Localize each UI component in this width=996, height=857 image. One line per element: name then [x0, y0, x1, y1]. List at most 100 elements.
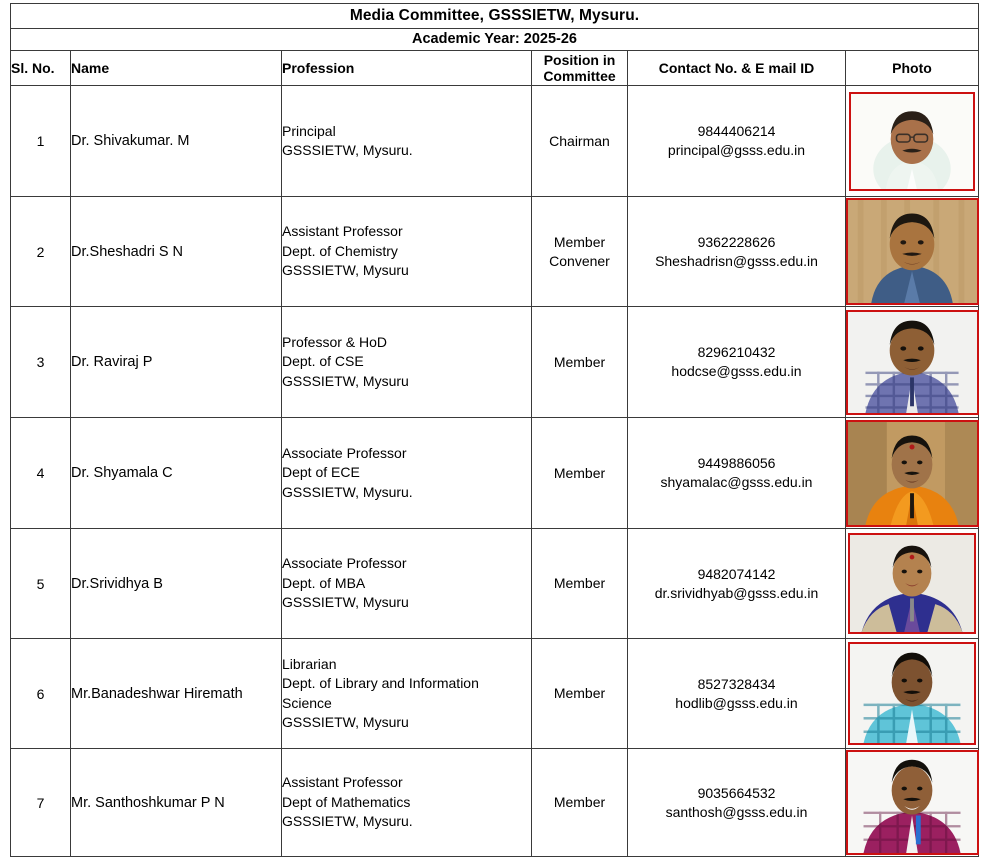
contact-email: hodlib@gsss.edu.in — [675, 694, 798, 711]
portrait-photo — [846, 309, 979, 415]
table-row: 6 Mr.Banadeshwar Hiremath Librarian Dept… — [10, 638, 979, 749]
contact-phone: 9482074142 — [697, 565, 776, 582]
profession-line: Science — [282, 694, 332, 711]
page-title: Media Committee, GSSSIETW, Mysuru. — [10, 3, 979, 29]
row-member-name: Dr.Srividhya B — [70, 528, 282, 639]
row-serial-number: 5 — [10, 528, 71, 639]
column-header-position-line2: Committee — [543, 68, 616, 84]
position-line: Member — [553, 353, 606, 370]
portrait-photo — [846, 419, 979, 527]
profession-line: Dept of Mathematics — [282, 793, 411, 810]
profession-line: Dept. of Library and Information — [282, 675, 479, 691]
profession-line: GSSSIETW, Mysuru — [282, 372, 409, 389]
row-member-name: Dr. Shivakumar. M — [70, 85, 282, 197]
profession-line: GSSSIETW, Mysuru. — [282, 142, 413, 158]
row-serial-number: 1 — [10, 85, 71, 197]
row-photo-cell — [845, 85, 979, 197]
table-row: 7 Mr. Santhoshkumar P N Assistant Profes… — [10, 748, 979, 857]
position-line: Convener — [549, 252, 610, 269]
row-photo-cell — [845, 417, 979, 529]
contact-email: Sheshadrisn@gsss.edu.in — [655, 252, 818, 269]
row-member-name: Dr. Raviraj P — [70, 306, 282, 418]
row-photo-cell — [845, 748, 979, 857]
profession-line: Dept. of MBA — [282, 574, 366, 591]
column-header-name: Name — [70, 50, 282, 86]
row-position: Member — [531, 748, 628, 857]
profession-line: GSSSIETW, Mysuru — [282, 594, 409, 611]
table-title-row: Media Committee, GSSSIETW, Mysuru. — [10, 3, 979, 29]
row-contact: 8296210432 hodcse@gsss.edu.in — [627, 306, 846, 418]
row-position: Member Convener — [531, 196, 628, 307]
profession-line: GSSSIETW, Mysuru. — [282, 483, 413, 500]
row-contact: 9035664532 santhosh@gsss.edu.in — [627, 748, 846, 857]
position-line: Member — [553, 794, 606, 810]
contact-phone: 9449886056 — [697, 455, 776, 471]
profession-line: Assistant Professor — [282, 774, 403, 791]
position-line: Member — [553, 233, 606, 250]
row-photo-cell — [845, 196, 979, 307]
avatar — [848, 311, 977, 413]
row-serial-number: 2 — [10, 196, 71, 307]
contact-phone: 9362228626 — [697, 233, 776, 250]
row-contact: 8527328434 hodlib@gsss.edu.in — [627, 638, 846, 749]
profession-line: GSSSIETW, Mysuru. — [282, 813, 413, 830]
position-line: Member — [553, 575, 606, 591]
profession-line: Dept. of Chemistry — [282, 242, 398, 259]
row-contact: 9482074142 dr.srividhyab@gsss.edu.in — [627, 528, 846, 639]
column-header-photo: Photo — [845, 50, 979, 86]
position-line: Chairman — [549, 132, 610, 149]
contact-phone: 9844406214 — [697, 123, 776, 139]
portrait-photo — [848, 533, 976, 634]
row-photo-cell — [845, 638, 979, 749]
table-header-row: Sl. No. Name Profession Position in Comm… — [10, 50, 979, 86]
row-photo-cell — [845, 306, 979, 418]
profession-line: GSSSIETW, Mysuru — [282, 262, 409, 279]
row-profession: Librarian Dept. of Library and Informati… — [281, 638, 532, 749]
row-member-name: Dr.Sheshadri S N — [70, 196, 282, 307]
profession-line: Librarian — [282, 655, 337, 672]
contact-email: shyamalac@gsss.edu.in — [660, 474, 813, 490]
row-serial-number: 7 — [10, 748, 71, 857]
portrait-photo — [849, 91, 975, 191]
avatar — [851, 93, 973, 189]
avatar — [848, 421, 977, 525]
row-profession: Principal GSSSIETW, Mysuru. — [281, 85, 532, 197]
row-position: Chairman — [531, 85, 628, 197]
media-committee-table: Media Committee, GSSSIETW, Mysuru. Acade… — [10, 3, 979, 857]
profession-line: Dept of ECE — [282, 464, 360, 481]
profession-line: Assistant Professor — [282, 223, 403, 240]
position-line: Member — [553, 685, 606, 701]
portrait-photo — [846, 198, 979, 305]
row-position: Member — [531, 638, 628, 749]
table-row: 4 Dr. Shyamala C Associate Professor Dep… — [10, 417, 979, 529]
profession-line: Principal — [282, 122, 336, 139]
contact-phone: 9035664532 — [697, 784, 776, 801]
column-header-sl-no: Sl. No. — [10, 50, 71, 86]
avatar — [848, 752, 977, 853]
column-header-position: Position in Committee — [531, 50, 628, 86]
contact-email: hodcse@gsss.edu.in — [671, 363, 802, 379]
row-serial-number: 3 — [10, 306, 71, 418]
row-position: Member — [531, 528, 628, 639]
column-header-contact: Contact No. & E mail ID — [627, 50, 846, 86]
table-row: 5 Dr.Srividhya B Associate Professor Dep… — [10, 528, 979, 639]
avatar — [850, 644, 974, 743]
profession-line: Associate Professor — [282, 555, 407, 572]
portrait-photo — [846, 750, 979, 855]
row-serial-number: 4 — [10, 417, 71, 529]
row-member-name: Mr.Banadeshwar Hiremath — [70, 638, 282, 749]
row-position: Member — [531, 306, 628, 418]
row-profession: Assistant Professor Dept. of Chemistry G… — [281, 196, 532, 307]
row-profession: Associate Professor Dept of ECE GSSSIETW… — [281, 417, 532, 529]
avatar — [848, 200, 977, 303]
row-serial-number: 6 — [10, 638, 71, 749]
row-member-name: Mr. Santhoshkumar P N — [70, 748, 282, 857]
table-row: 2 Dr.Sheshadri S N Assistant Professor D… — [10, 196, 979, 307]
row-photo-cell — [845, 528, 979, 639]
row-profession: Professor & HoD Dept. of CSE GSSSIETW, M… — [281, 306, 532, 418]
column-header-profession: Profession — [281, 50, 532, 86]
table-subtitle-row: Academic Year: 2025-26 — [10, 28, 979, 51]
profession-line: GSSSIETW, Mysuru — [282, 714, 409, 730]
row-member-name: Dr. Shyamala C — [70, 417, 282, 529]
